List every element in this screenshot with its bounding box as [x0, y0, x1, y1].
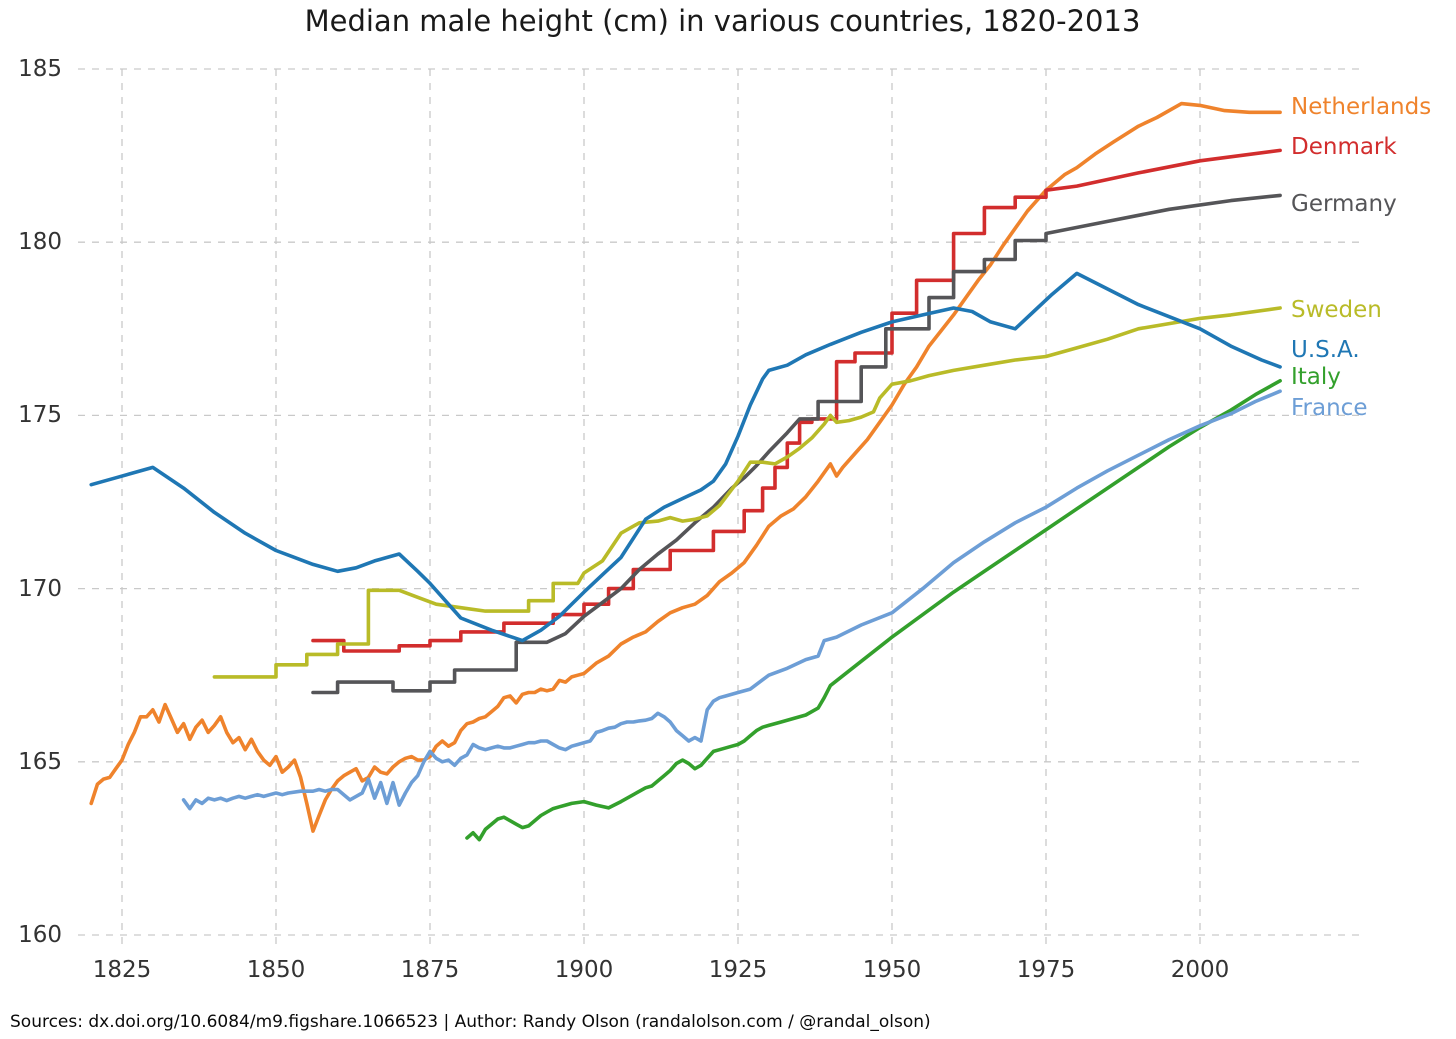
source-attribution: Sources: dx.doi.org/10.6084/m9.figshare.…	[10, 1012, 931, 1032]
x-tick-label-1925: 1925	[708, 957, 768, 983]
series-label-germany: Germany	[1291, 191, 1397, 218]
x-tick-label-1875: 1875	[400, 957, 460, 983]
series-label-usa: U.S.A.	[1291, 336, 1360, 363]
series-label-denmark: Denmark	[1291, 133, 1397, 160]
x-tick-label-1950: 1950	[862, 957, 922, 983]
series-line-usa	[89, 271, 1282, 643]
x-tick-label-1900: 1900	[554, 957, 614, 983]
y-tick-label-175: 175	[18, 402, 62, 429]
series-label-france: France	[1291, 394, 1368, 421]
series-line-italy	[465, 379, 1282, 842]
series-line-sweden	[212, 306, 1282, 679]
series-line-france	[181, 389, 1282, 811]
chart-title: Median male height (cm) in various count…	[304, 4, 1141, 38]
series-line-netherlands	[89, 101, 1282, 833]
x-tick-label-2000: 2000	[1170, 957, 1230, 983]
y-tick-label-165: 165	[18, 748, 62, 775]
series-label-netherlands: Netherlands	[1291, 94, 1432, 121]
x-tick-label-1825: 1825	[92, 957, 152, 983]
y-tick-label-185: 185	[18, 56, 62, 82]
x-tick-label-1975: 1975	[1016, 957, 1076, 983]
series-line-germany	[311, 193, 1282, 695]
series-line-denmark	[311, 148, 1282, 653]
y-tick-label-160: 160	[18, 922, 62, 948]
series-label-italy: Italy	[1291, 363, 1341, 390]
y-tick-label-170: 170	[18, 575, 62, 602]
series-label-sweden: Sweden	[1291, 296, 1382, 323]
y-tick-label-180: 180	[18, 229, 62, 256]
x-tick-label-1850: 1850	[246, 957, 306, 983]
